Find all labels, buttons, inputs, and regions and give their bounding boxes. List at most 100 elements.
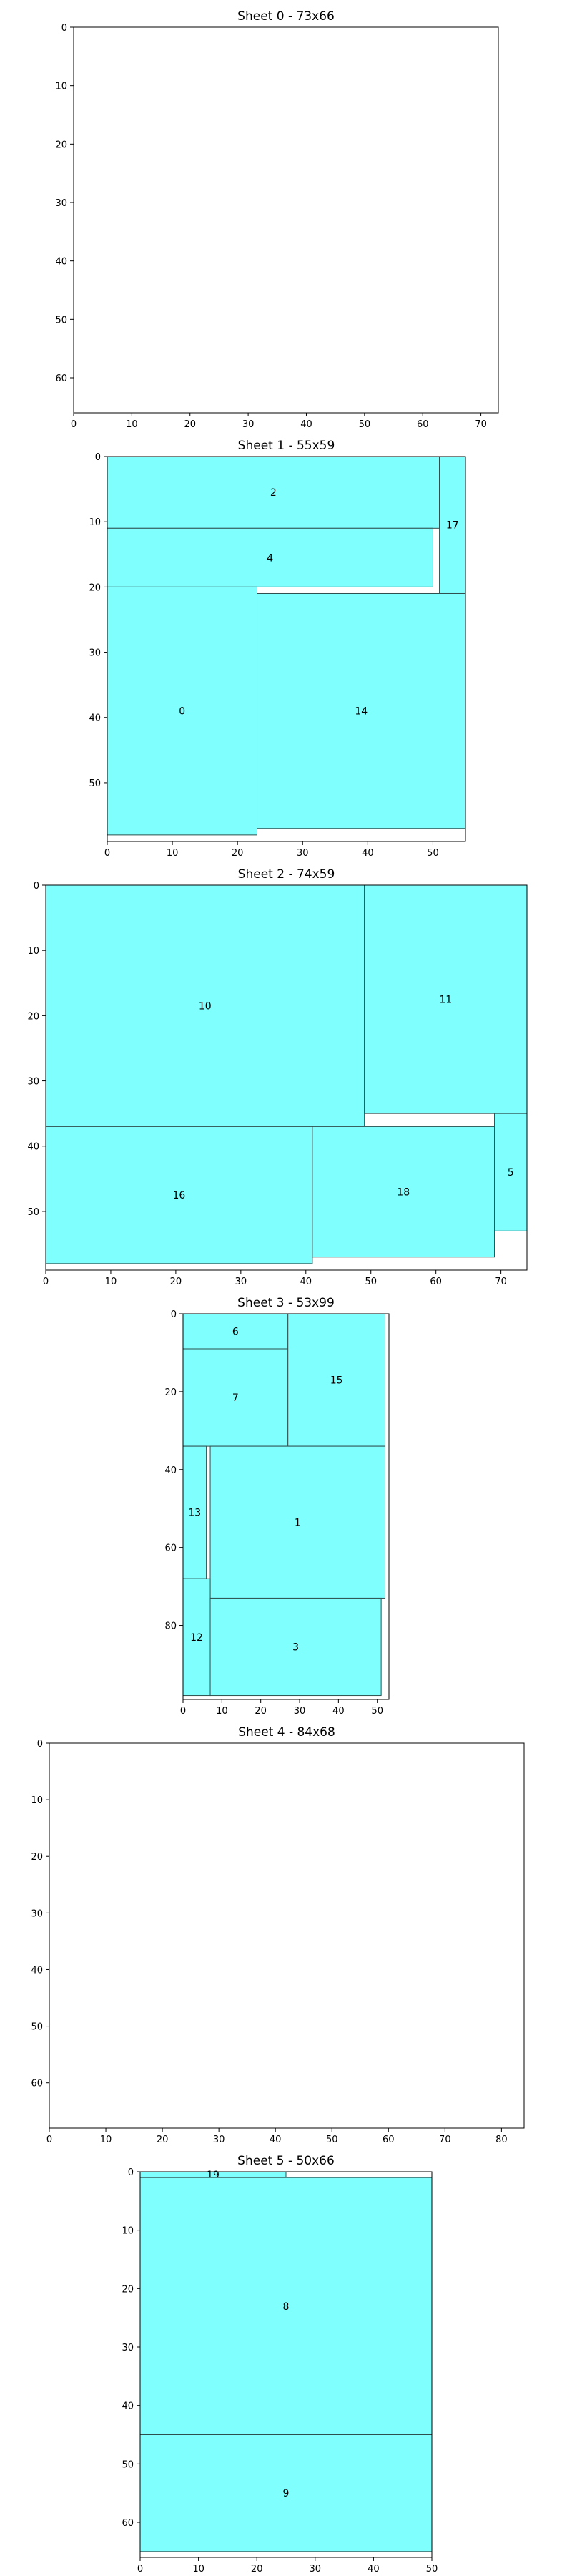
y-tick-label-4-60: 60 xyxy=(31,2079,43,2089)
x-tick-label-0-0: 0 xyxy=(71,419,77,430)
sheet-frame-2 xyxy=(45,884,528,1271)
y-tick-label-5-40: 40 xyxy=(122,2401,134,2412)
x-tick-label-5-50: 50 xyxy=(426,2564,438,2575)
y-tick-label-4-30: 30 xyxy=(31,1908,43,1919)
x-tick-label-3-0: 0 xyxy=(180,1706,186,1717)
y-tick-label-1-30: 30 xyxy=(89,648,101,659)
y-tick-label-1-40: 40 xyxy=(89,713,101,724)
piece-16 xyxy=(45,1126,313,1264)
y-tick-label-5-10: 10 xyxy=(122,2226,134,2237)
y-tick-label-2-40: 40 xyxy=(27,1142,39,1153)
y-tick-label-5-20: 20 xyxy=(122,2284,134,2295)
x-tick-label-4-50: 50 xyxy=(326,2135,338,2145)
sheet-4: Sheet 4 - 84x68 0 10 20 30 40 50 60 70 80 0 10 20 30 4… xyxy=(31,1725,525,2145)
piece-3 xyxy=(209,1597,382,1697)
y-tick-label-1-20: 20 xyxy=(89,582,101,593)
piece-label-5: 5 xyxy=(508,1167,514,1179)
x-tick-label-2-40: 40 xyxy=(300,1277,312,1287)
x-tick-label-4-10: 10 xyxy=(100,2135,112,2145)
piece-label-9: 9 xyxy=(283,2488,290,2499)
x-tick-label-3-30: 30 xyxy=(294,1706,306,1717)
piece-10 xyxy=(45,884,365,1127)
y-tick-label-5-60: 60 xyxy=(122,2518,134,2529)
piece-label-7: 7 xyxy=(232,1392,239,1404)
y-tick-label-2-0: 0 xyxy=(34,881,39,892)
piece-label-11: 11 xyxy=(439,995,452,1006)
x-tick-label-4-40: 40 xyxy=(270,2135,282,2145)
x-tick-label-3-10: 10 xyxy=(216,1706,228,1717)
y-tick-label-4-10: 10 xyxy=(31,1795,43,1806)
x-tick-label-0-30: 30 xyxy=(242,419,255,430)
y-tick-label-0-40: 40 xyxy=(55,257,67,268)
y-tick-label-0-0: 0 xyxy=(61,23,67,34)
y-tick-label-3-80: 80 xyxy=(164,1621,177,1632)
x-tick-label-4-0: 0 xyxy=(46,2135,52,2145)
x-tick-label-5-20: 20 xyxy=(251,2564,263,2575)
sheet-title-2: Sheet 2 - 74x59 xyxy=(238,867,335,882)
x-tick-label-1-10: 10 xyxy=(167,848,179,859)
sheet-3: 6 7 15 13 1 12 3 Sheet 3 - 53x99 0 10 20 30 40 50 0 20 4… xyxy=(164,1296,390,1717)
piece-label-6: 6 xyxy=(232,1327,239,1338)
piece-5 xyxy=(494,1113,528,1231)
piece-label-12: 12 xyxy=(190,1632,203,1644)
piece-label-0: 0 xyxy=(179,706,185,718)
y-tick-label-4-50: 50 xyxy=(31,2022,43,2033)
piece-label-3: 3 xyxy=(292,1642,299,1654)
x-tick-label-1-20: 20 xyxy=(232,848,244,859)
x-tick-label-1-50: 50 xyxy=(427,848,439,859)
piece-15 xyxy=(287,1313,386,1447)
y-tick-label-1-0: 0 xyxy=(95,452,101,463)
y-tick-label-4-40: 40 xyxy=(31,1965,43,1976)
y-tick-label-0-60: 60 xyxy=(55,374,67,384)
x-tick-label-2-60: 60 xyxy=(430,1277,442,1287)
piece-1 xyxy=(209,1445,386,1599)
x-tick-label-4-20: 20 xyxy=(157,2135,169,2145)
x-tick-label-0-60: 60 xyxy=(417,419,429,430)
x-tick-label-0-20: 20 xyxy=(184,419,196,430)
y-tick-label-0-30: 30 xyxy=(55,198,67,209)
piece-14 xyxy=(257,592,466,829)
y-tick-label-5-0: 0 xyxy=(128,2167,134,2178)
x-tick-label-0-70: 70 xyxy=(475,419,487,430)
x-tick-label-0-40: 40 xyxy=(300,419,312,430)
piece-label-18: 18 xyxy=(397,1187,410,1199)
sheet-frame-1 xyxy=(107,456,466,842)
piece-18 xyxy=(312,1126,495,1258)
y-tick-label-1-50: 50 xyxy=(89,779,101,789)
sheet-frame-4 xyxy=(49,1742,525,2129)
x-tick-label-5-10: 10 xyxy=(192,2564,204,2575)
x-tick-label-2-10: 10 xyxy=(105,1277,117,1287)
y-tick-label-3-40: 40 xyxy=(164,1465,177,1476)
x-tick-label-3-20: 20 xyxy=(255,1706,267,1717)
y-tick-label-1-10: 10 xyxy=(89,517,101,528)
sheet-title-1: Sheet 1 - 55x59 xyxy=(238,439,335,453)
piece-2 xyxy=(107,456,440,529)
x-tick-label-4-60: 60 xyxy=(383,2135,395,2145)
y-tick-label-0-20: 20 xyxy=(55,140,67,150)
piece-label-2: 2 xyxy=(270,487,277,499)
y-tick-label-5-30: 30 xyxy=(122,2343,134,2353)
y-tick-label-0-50: 50 xyxy=(55,315,67,326)
x-tick-label-3-40: 40 xyxy=(332,1706,345,1717)
piece-label-1: 1 xyxy=(295,1517,301,1528)
y-tick-label-0-10: 10 xyxy=(55,82,67,92)
x-tick-label-5-40: 40 xyxy=(368,2564,380,2575)
x-tick-label-4-80: 80 xyxy=(495,2135,508,2145)
y-tick-label-3-20: 20 xyxy=(164,1387,177,1398)
x-tick-label-2-0: 0 xyxy=(43,1277,49,1287)
y-tick-label-3-0: 0 xyxy=(171,1309,177,1320)
x-tick-label-2-70: 70 xyxy=(495,1277,507,1287)
piece-6 xyxy=(182,1313,289,1350)
piece-label-14: 14 xyxy=(355,706,368,718)
y-tick-label-4-20: 20 xyxy=(31,1852,43,1863)
piece-label-8: 8 xyxy=(283,2301,290,2313)
piece-4 xyxy=(107,527,433,587)
piece-8 xyxy=(139,2177,433,2436)
piece-label-4: 4 xyxy=(267,552,273,564)
y-tick-label-4-0: 0 xyxy=(37,1739,43,1750)
y-tick-label-2-50: 50 xyxy=(27,1207,39,1218)
x-tick-label-4-30: 30 xyxy=(213,2135,225,2145)
piece-label-10: 10 xyxy=(199,1001,212,1013)
